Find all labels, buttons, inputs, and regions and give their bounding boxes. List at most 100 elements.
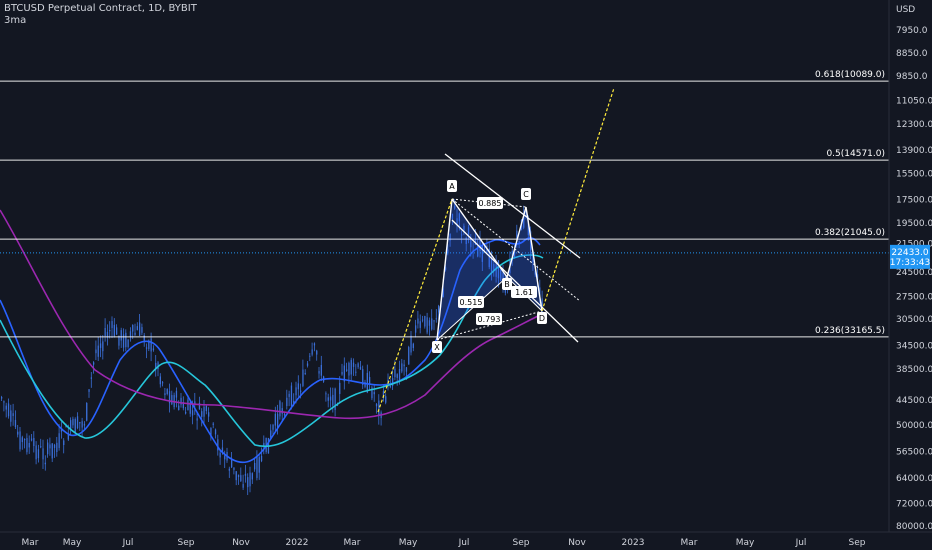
- candle-body: [332, 394, 334, 406]
- candle-body: [410, 335, 412, 353]
- price-tick-label: 38500.0: [896, 365, 932, 375]
- candle-body: [256, 456, 258, 478]
- candle-body: [180, 397, 182, 405]
- chart-legend: BTCUSD Perpetual Contract, 1D, BYBIT 3ma: [4, 3, 197, 27]
- candle-body: [178, 405, 180, 411]
- candle-body: [467, 227, 470, 235]
- ratio-box: [477, 197, 503, 209]
- symbol-title[interactable]: BTCUSD Perpetual Contract, 1D, BYBIT: [4, 3, 197, 14]
- candle-body: [438, 305, 440, 313]
- candle-body: [479, 238, 481, 252]
- candle-body: [93, 362, 95, 365]
- candle-body: [106, 331, 109, 338]
- candle-body: [51, 443, 53, 459]
- candle-body: [12, 413, 14, 417]
- candle-body: [88, 389, 90, 392]
- candle-body: [155, 362, 157, 370]
- candle-body: [283, 413, 286, 416]
- candle-body: [523, 215, 525, 228]
- candle-body: [113, 324, 115, 336]
- candle-body: [44, 462, 46, 465]
- candle-body: [263, 442, 265, 446]
- time-tick-label: Mar: [681, 538, 698, 548]
- candle-body: [83, 423, 86, 426]
- candle-body: [136, 326, 138, 331]
- candle-body: [405, 367, 408, 372]
- price-tick-label: 8850.0: [896, 49, 928, 59]
- candle-body: [152, 348, 155, 351]
- price-tick-label: 64000.0: [896, 474, 932, 484]
- candle-body: [53, 444, 56, 448]
- candle-body: [309, 355, 311, 357]
- candle-body: [244, 473, 247, 476]
- time-tick-label: Jul: [795, 538, 807, 548]
- candle-body: [394, 368, 396, 378]
- pattern-point-box: [537, 312, 547, 324]
- price-tick-label: 13900.0: [896, 146, 932, 156]
- candle-body: [208, 412, 210, 417]
- time-axis[interactable]: Mar May Jul Sep Nov 2022 Mar May Jul Sep Nov 2023 Ma…: [0, 531, 932, 550]
- time-tick-label: May: [63, 538, 82, 548]
- candle-body: [481, 244, 483, 262]
- candle-body: [463, 225, 465, 231]
- channel-lower: [451, 219, 579, 343]
- candle-body: [346, 369, 348, 371]
- candle-body: [102, 341, 104, 352]
- candle-body: [421, 319, 424, 321]
- candle-body: [378, 400, 380, 415]
- candle-body: [355, 371, 357, 373]
- price-tick-label: 12300.0: [896, 120, 932, 130]
- candle-body: [500, 269, 502, 281]
- pattern-leg: [525, 206, 543, 312]
- candle-body: [375, 403, 378, 407]
- indicator-label[interactable]: 3ma: [4, 15, 27, 26]
- time-tick-label: 2023: [622, 538, 645, 548]
- candle-body: [47, 442, 49, 455]
- candle-body: [352, 362, 355, 367]
- candle-body: [228, 468, 230, 471]
- candle-body: [371, 387, 373, 399]
- price-tick-label: 27500.0: [896, 293, 932, 303]
- ma-slow-line: [0, 209, 541, 420]
- candle-body: [214, 429, 217, 435]
- candle-body: [125, 332, 127, 348]
- candle-body: [536, 274, 539, 280]
- candle-body: [274, 413, 276, 426]
- candle-body: [86, 402, 88, 421]
- candle-body: [219, 452, 221, 458]
- candle-body: [7, 403, 10, 417]
- candle-body: [385, 396, 387, 403]
- price-tick-label: 30500.0: [896, 315, 932, 325]
- price-tick-label: 11050.0: [896, 97, 932, 107]
- candle-body: [235, 471, 237, 481]
- current-price-badge: 22433.017:33:43: [890, 244, 930, 269]
- candle-body: [70, 420, 72, 430]
- candle-body: [210, 427, 212, 438]
- fib-levels: 0.618(10089.0) 0.5(14571.0) 0.382(21045.0)…: [0, 70, 889, 338]
- price-tick-label: 34500.0: [896, 341, 932, 351]
- harmonic-pattern[interactable]: X A B C D 0.885 0.515 1.61 0.793: [377, 87, 615, 413]
- candle-body: [364, 382, 366, 387]
- candle-body: [95, 349, 97, 354]
- candle-body: [40, 446, 42, 448]
- candle-body: [90, 377, 92, 379]
- candle-countdown: 17:33:43: [890, 258, 930, 268]
- candle-body: [382, 391, 385, 399]
- candle-body: [398, 368, 401, 381]
- candle-body: [198, 402, 201, 410]
- candle-body: [37, 449, 40, 459]
- candle-body: [313, 343, 316, 346]
- candle-body: [221, 447, 224, 453]
- candle-body: [279, 401, 281, 417]
- candle-body: [339, 382, 341, 394]
- candle-body: [10, 410, 12, 422]
- candle-body: [325, 393, 327, 395]
- price-tick-label: 72000.0: [896, 499, 932, 509]
- candle-body: [231, 459, 233, 468]
- candle-body: [392, 378, 394, 386]
- candle-body: [139, 322, 141, 336]
- candle-body: [477, 246, 479, 257]
- candle-body: [316, 350, 318, 355]
- candle-body: [357, 363, 359, 368]
